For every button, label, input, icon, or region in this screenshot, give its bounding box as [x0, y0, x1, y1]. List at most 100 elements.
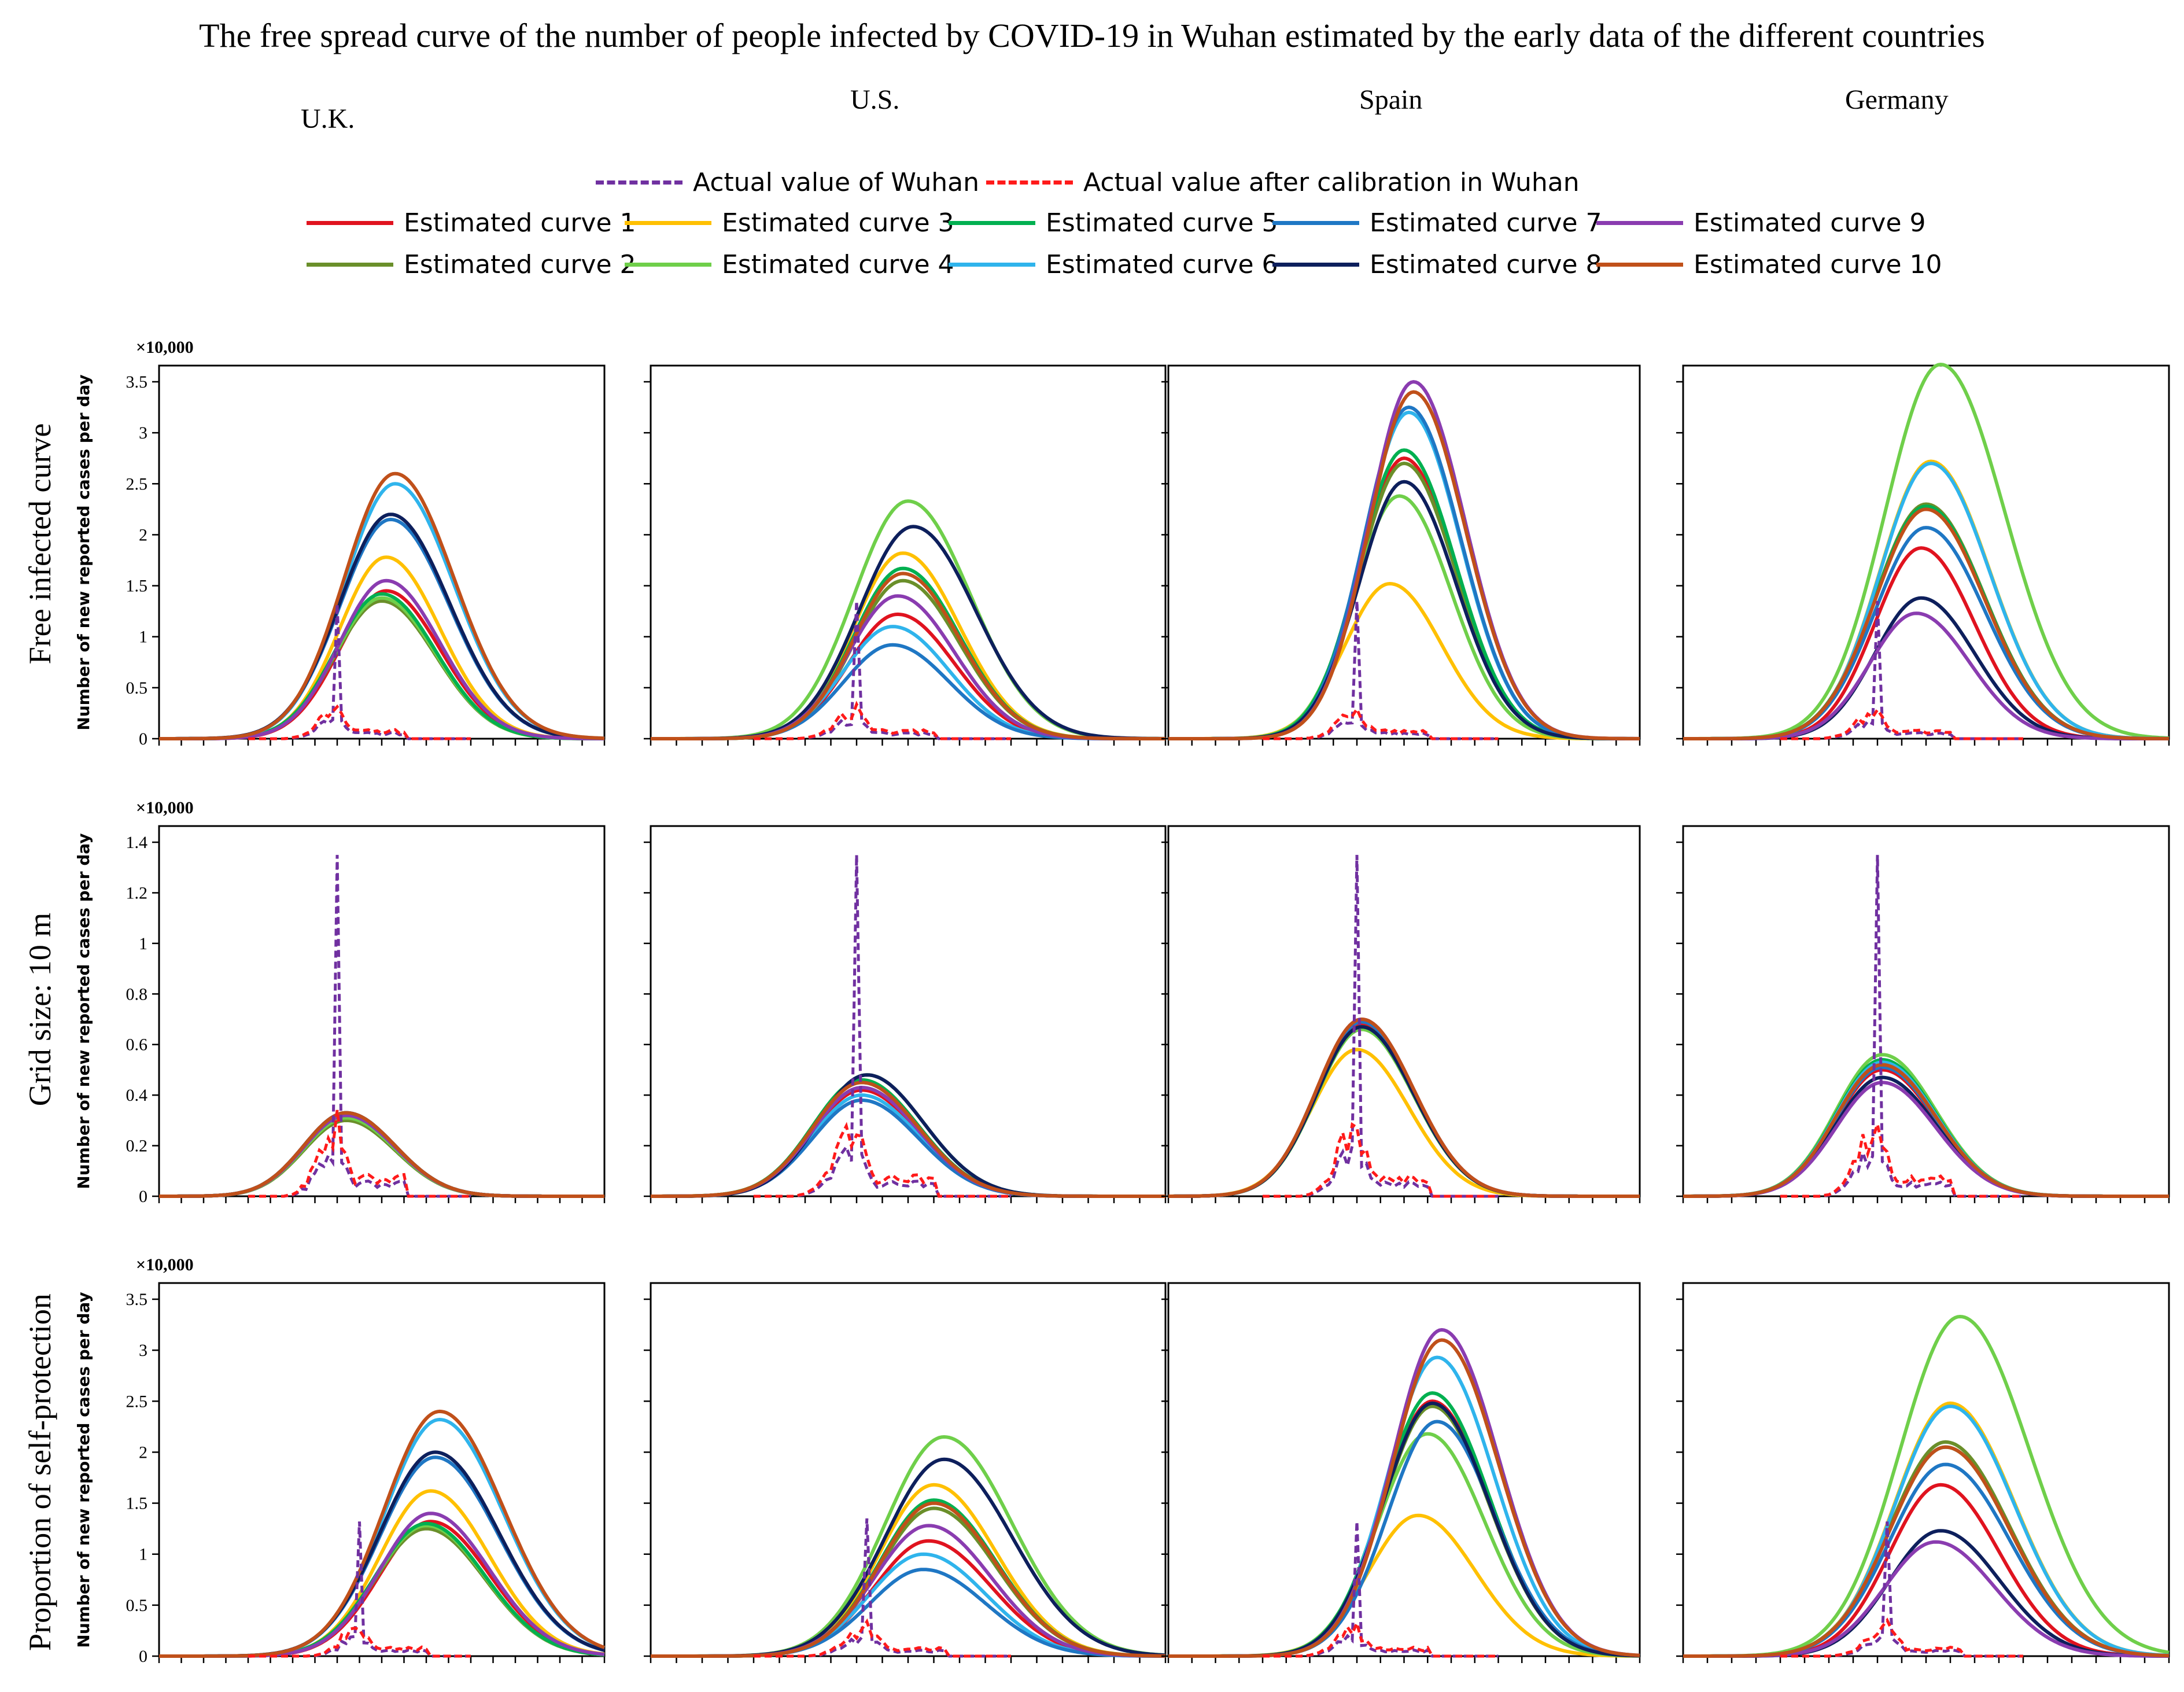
series-estimated-curve-5 [651, 566, 1165, 740]
series-estimated-curve-4 [1168, 1027, 1640, 1198]
legend-actual-calibrated-swatch [986, 180, 1073, 185]
series-estimated-curve-10 [651, 1081, 1165, 1198]
legend-estimated-curve-7-label: Estimated curve 7 [1370, 208, 1602, 238]
y-tick-label: 0.8 [126, 985, 148, 1004]
series-estimated-curve-10 [1168, 1338, 1640, 1658]
plot-frame [650, 825, 1167, 1197]
series-estimated-curve-6 [1168, 1020, 1640, 1198]
legend-estimated-curve-4-label: Estimated curve 4 [722, 250, 954, 279]
row-label-2: Grid size: 10 m [23, 912, 57, 1107]
y-tick-label: 2 [139, 1443, 147, 1462]
series-actual-calibrated [754, 1618, 1011, 1658]
panel-1-4 [1676, 362, 2170, 746]
series-estimated-curve-7 [651, 1568, 1165, 1658]
series-estimated-curve-2 [1168, 461, 1640, 740]
y-axis-title-row-2: Number of new reported cases per day [74, 833, 93, 1189]
series-estimated-curve-10 [159, 471, 605, 740]
y-tick-label: 2 [139, 525, 147, 544]
series-estimated-curve-3 [159, 555, 604, 740]
series-estimated-curve-10 [1683, 507, 2169, 740]
legend-estimated-curve-10-label: Estimated curve 10 [1694, 250, 1942, 279]
series-estimated-curve-2 [159, 599, 605, 740]
legend-estimated-curve-4-swatch [625, 263, 711, 267]
series-actual-calibrated [248, 1626, 471, 1658]
series-actual-wuhan [1780, 600, 2023, 740]
series-estimated-curve-3 [651, 1483, 1165, 1658]
series-estimated-curve-1 [1683, 546, 2169, 740]
panel-1-1: 0 0.5 1 1.5 2 2.5 3 3.5 [126, 364, 606, 749]
series-estimated-curve-10 [159, 1409, 606, 1658]
legend-estimated-curve-4: Estimated curve 4 [625, 250, 954, 279]
series-estimated-curve-1 [1683, 1068, 2169, 1198]
series-estimated-curve-6 [1168, 1355, 1640, 1658]
y-tick-label: 3 [139, 423, 147, 443]
series-estimated-curve-3 [1168, 581, 1640, 740]
plot-frame [1682, 364, 2170, 740]
series-actual-calibrated [1780, 1617, 2023, 1658]
legend-estimated-curve-3: Estimated curve 3 [625, 208, 954, 238]
legend-actual-calibrated: Actual value after calibration in Wuhan [986, 168, 1580, 197]
series-estimated-curve-5 [1683, 504, 2169, 740]
row-label-3: Proportion of self-protection [23, 1293, 57, 1651]
series-estimated-curve-6 [159, 1111, 604, 1198]
panel-2-2 [644, 825, 1167, 1203]
legend-estimated-curve-6: Estimated curve 6 [949, 250, 1278, 279]
series-estimated-curve-8 [1168, 1025, 1640, 1198]
legend-estimated-curve-2-label: Estimated curve 2 [404, 250, 636, 279]
series-estimated-curve-4 [651, 1435, 1166, 1658]
legend-estimated-curve-10-swatch [1596, 263, 1683, 267]
legend-estimated-curve-7: Estimated curve 7 [1272, 208, 1602, 238]
series-estimated-curve-5 [1168, 1391, 1640, 1658]
y-tick-label: 1 [139, 1545, 147, 1564]
country-label-uk: U.K. [301, 104, 355, 134]
y-tick-label: 3 [139, 1341, 147, 1360]
y-tick-label: 2.5 [126, 474, 148, 493]
plot-frame [1167, 825, 1641, 1197]
series-estimated-curve-9 [1168, 1328, 1640, 1658]
series-estimated-curve-1 [1168, 456, 1640, 740]
series-estimated-curve-10 [1683, 1445, 2170, 1658]
series-estimated-curve-1 [1683, 1483, 2169, 1658]
series-actual-wuhan [1263, 854, 1499, 1198]
y-tick-label: 1 [139, 628, 147, 647]
series-estimated-curve-8 [1168, 480, 1640, 740]
y-axis-title-row-3: Number of new reported cases per day [74, 1291, 93, 1648]
series-estimated-curve-10 [651, 1501, 1165, 1658]
series-estimated-curve-4 [651, 1073, 1165, 1198]
series-estimated-curve-9 [159, 578, 604, 740]
series-actual-wuhan [248, 1521, 471, 1658]
panel-3-1: 0 0.5 1 1.5 2 2.5 3 3.5 [126, 1282, 606, 1666]
series-estimated-curve-10 [1168, 390, 1640, 740]
series-estimated-curve-7 [1168, 1020, 1640, 1198]
series-estimated-curve-7 [159, 1111, 604, 1198]
series-estimated-curve-6 [1683, 1405, 2170, 1658]
series-estimated-curve-4 [159, 596, 605, 740]
series-estimated-curve-5 [159, 592, 605, 740]
series-estimated-curve-3 [1683, 1060, 2169, 1198]
series-estimated-curve-2 [651, 1081, 1165, 1198]
series-estimated-curve-1 [159, 1114, 604, 1198]
scale-label-row-2: ×10,000 [136, 798, 194, 817]
series-actual-calibrated [1263, 1619, 1499, 1658]
y-tick-label: 1.5 [126, 1494, 148, 1513]
y-tick-label: 0 [139, 1647, 147, 1666]
country-label-us: U.S. [850, 84, 900, 115]
y-axis-title-row-1: Number of new reported cases per day [74, 374, 93, 731]
series-estimated-curve-8 [159, 513, 605, 740]
series-estimated-curve-5 [159, 1114, 604, 1198]
legend-estimated-curve-5: Estimated curve 5 [949, 208, 1278, 238]
y-tick-label: 1 [139, 934, 147, 953]
series-estimated-curve-4 [651, 499, 1165, 740]
series-estimated-curve-5 [1168, 1025, 1640, 1198]
legend-estimated-curve-8-label: Estimated curve 8 [1370, 250, 1602, 279]
panel-2-4 [1676, 825, 2170, 1203]
series-estimated-curve-10 [1683, 1063, 2169, 1198]
y-tick-label: 0 [139, 1187, 147, 1206]
legend-estimated-curve-3-swatch [625, 221, 711, 225]
y-tick-label: 1.5 [126, 577, 148, 596]
panel-3-3 [1161, 1282, 1641, 1663]
series-estimated-curve-7 [1683, 526, 2169, 740]
legend-estimated-curve-6-label: Estimated curve 6 [1046, 250, 1278, 279]
series-estimated-curve-1 [1168, 1022, 1640, 1198]
scale-label-row-3: ×10,000 [136, 1255, 194, 1274]
